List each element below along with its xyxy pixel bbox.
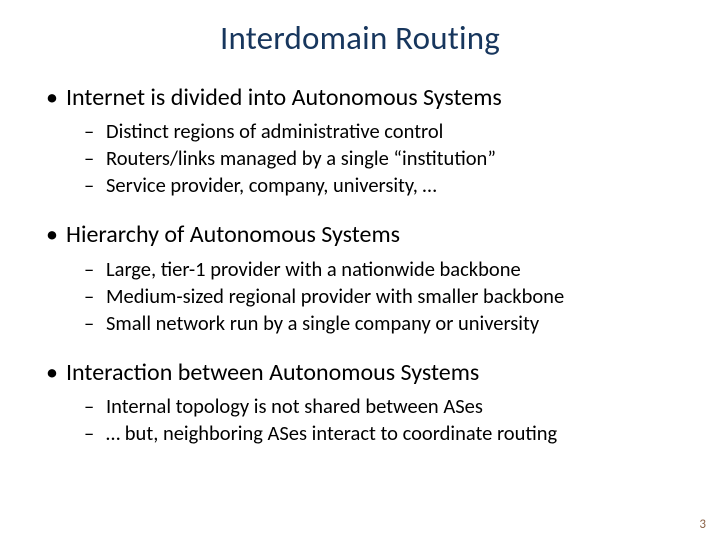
section-1: Internet is divided into Autonomous Syst… [40,84,680,199]
bullet-l2: Service provider, company, university, … [40,172,680,199]
slide-title: Interdomain Routing [40,18,680,58]
bullet-l2: … but, neighboring ASes interact to coor… [40,420,680,447]
bullet-l2: Large, tier-1 provider with a nationwide… [40,256,680,283]
bullet-l2: Small network run by a single company or… [40,310,680,337]
bullet-l1: Internet is divided into Autonomous Syst… [40,84,680,112]
bullet-l1: Hierarchy of Autonomous Systems [40,221,680,249]
page-number: 3 [699,517,706,532]
section-2: Hierarchy of Autonomous Systems Large, t… [40,221,680,336]
bullet-l2: Medium-sized regional provider with smal… [40,283,680,310]
section-3: Interaction between Autonomous Systems I… [40,359,680,447]
bullet-l2: Routers/links managed by a single “insti… [40,145,680,172]
bullet-l2: Internal topology is not shared between … [40,393,680,420]
bullet-l1: Interaction between Autonomous Systems [40,359,680,387]
bullet-l2: Distinct regions of administrative contr… [40,118,680,145]
